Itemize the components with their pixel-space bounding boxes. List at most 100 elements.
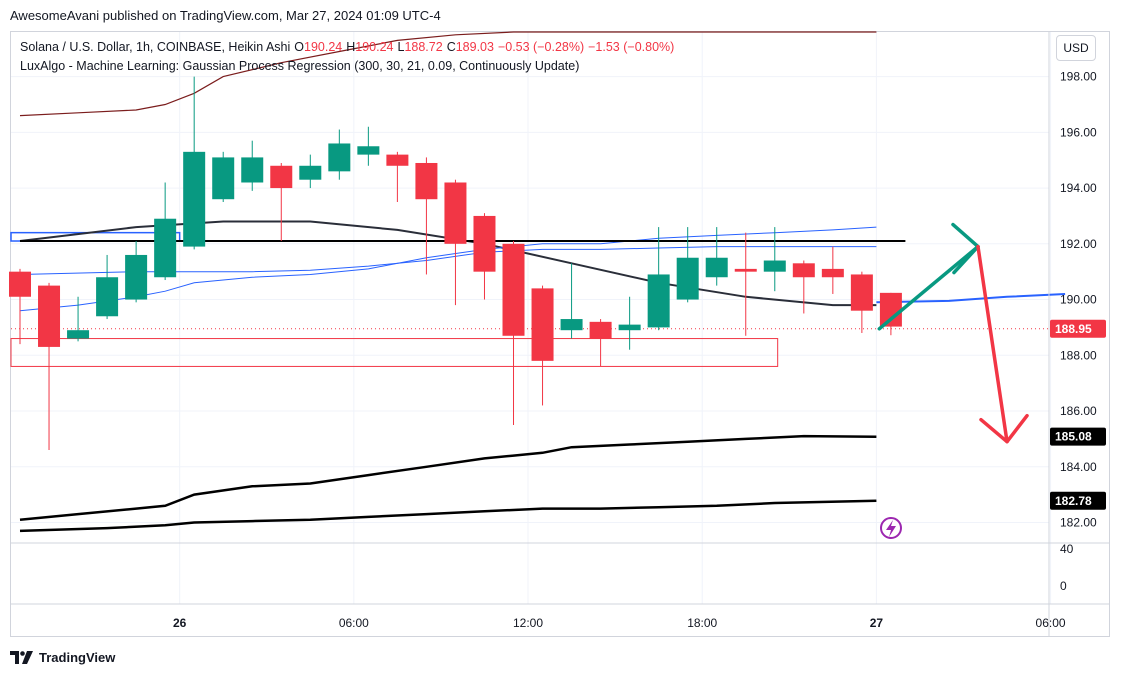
candle[interactable] [212,151,235,202]
last-price-pill-bg [1050,319,1106,338]
candle-body [763,260,786,272]
y-tick-label: 194.00 [1060,181,1097,195]
line-upper-band-dark[interactable] [19,31,877,117]
candle[interactable] [299,154,322,189]
candle[interactable] [357,126,380,166]
candle-body [705,257,728,278]
candle[interactable] [618,296,641,350]
candle-body [879,292,902,327]
candle[interactable] [879,292,902,336]
candle-body [821,268,844,278]
line-gpr-forecast[interactable] [876,293,1066,304]
candle-body [647,274,670,328]
y-tick-label: 188.00 [1060,348,1097,362]
candle[interactable] [850,271,873,333]
x-tick-label: 06:00 [1036,616,1066,630]
candle[interactable] [560,263,583,339]
candle-body [531,288,554,361]
candle[interactable] [415,157,438,275]
x-tick-label: 26 [173,616,187,630]
y-tick-label: 190.00 [1060,293,1097,307]
candle[interactable] [705,227,728,286]
indicator-legend-row[interactable]: LuxAlgo - Machine Learning: Gaussian Pro… [20,59,580,73]
candle-body [589,321,612,339]
low-label: L [397,40,405,54]
candle[interactable] [647,227,670,331]
band-price-pill-bg [1050,491,1106,510]
candle[interactable] [502,241,525,425]
y-tick-label: 182.00 [1060,515,1097,529]
candle[interactable] [67,296,90,342]
candle-body [444,182,467,244]
currency-button[interactable]: USD [1056,35,1096,61]
candle[interactable] [531,285,554,406]
candle[interactable] [96,254,119,320]
candle-body [328,143,351,172]
red-arrow-head [979,413,1029,444]
candle[interactable] [444,179,467,306]
low-value: 188.72 [404,40,443,54]
candle-body [502,243,525,336]
band-price-pill-text: 185.08 [1055,430,1092,444]
open-value: 190.24 [304,40,343,54]
footer-brand-text: TradingView [39,650,116,665]
candle[interactable] [763,227,786,292]
osc-tick-label: 0 [1060,579,1067,593]
candle[interactable] [386,151,409,202]
candle[interactable] [241,140,264,191]
candle-body [734,268,757,272]
candle-body [154,218,177,278]
line-lower-black-2[interactable] [19,499,877,533]
candle-body [9,271,31,297]
red-down-arrow[interactable] [976,244,1009,444]
candle[interactable] [676,227,699,303]
band-price-pill: 185.08 [1050,427,1106,446]
x-tick-label: 12:00 [513,616,543,630]
candle-body [38,285,61,347]
published-line: AwesomeAvani published on TradingView.co… [10,8,441,23]
candle[interactable] [734,232,757,336]
symbol-legend-row: Solana / U.S. Dollar, 1h, COINBASE, Heik… [20,38,678,57]
lightning-bolt [886,520,896,537]
candle-body [560,319,583,331]
y-tick-label: 198.00 [1060,70,1097,84]
candle-body [618,324,641,331]
candle[interactable] [328,129,351,180]
candle[interactable] [154,182,177,281]
x-tick-label: 27 [870,616,884,630]
change-value-2: −1.53 (−0.80%) [588,40,675,54]
candle[interactable] [821,246,844,294]
candle[interactable] [183,76,206,250]
candle-body [67,330,90,339]
band-price-pill-text: 182.78 [1055,494,1092,508]
candle[interactable] [125,241,148,303]
high-label: H [346,40,356,54]
symbol-title[interactable]: Solana / U.S. Dollar, 1h, COINBASE, Heik… [20,40,291,54]
support-zone-box[interactable] [10,338,779,367]
line-lower-black-1[interactable] [19,434,877,521]
candle-body [241,157,264,183]
last-price-pill-text: 188.95 [1055,322,1092,336]
candle-body [96,277,119,317]
chart-legend: Solana / U.S. Dollar, 1h, COINBASE, Heik… [20,38,678,76]
open-label: O [294,40,304,54]
y-tick-label: 184.00 [1060,460,1097,474]
candle-body [212,157,235,200]
candle[interactable] [792,260,815,314]
candle[interactable] [38,282,61,451]
candle[interactable] [589,319,612,367]
candle-body [386,154,409,166]
candle[interactable] [270,162,293,242]
footer-branding: TradingView [10,650,115,665]
lightning-icon[interactable] [880,517,902,539]
candle[interactable] [9,268,31,345]
close-value: 189.03 [455,40,494,54]
candle-body [676,257,699,300]
y-tick-label: 196.00 [1060,125,1097,139]
candle[interactable] [473,213,496,300]
candle-body [299,165,322,180]
band-price-pill: 182.78 [1050,491,1106,510]
green-up-arrow[interactable] [877,244,980,331]
candle-body [125,254,148,300]
